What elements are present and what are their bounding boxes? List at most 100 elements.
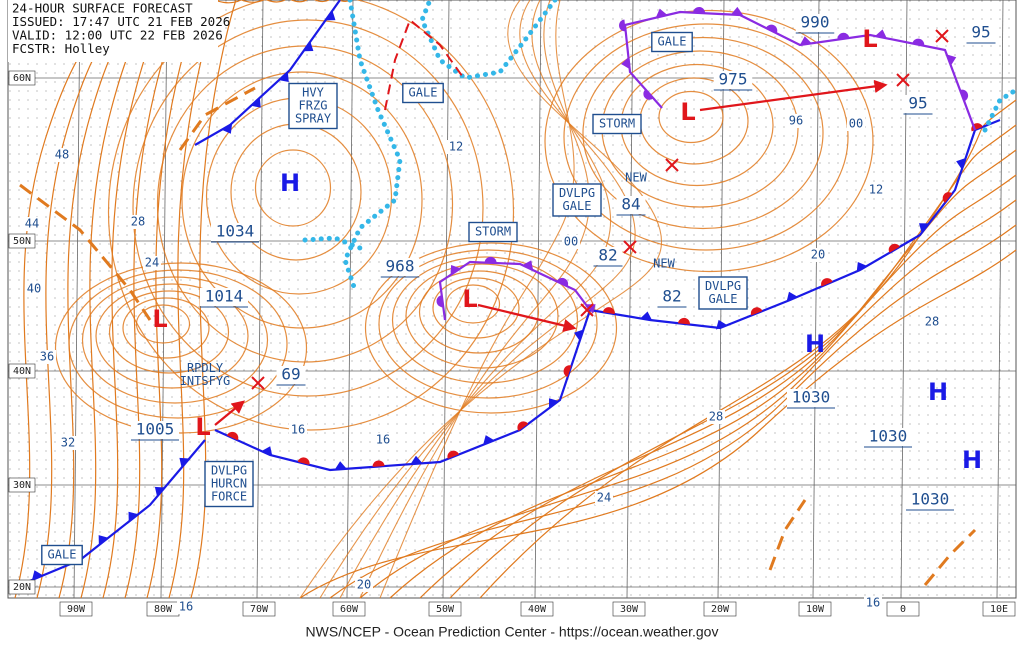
isobar: [419, 149, 1017, 599]
longitude-label: 80W: [154, 604, 173, 615]
trough: [19, 183, 152, 321]
front-semicircle: [372, 460, 385, 467]
isobar: [299, 0, 663, 599]
longitude-label: 0: [900, 604, 906, 615]
front: [589, 118, 1001, 330]
isobar-label-bg: [447, 140, 465, 154]
trough: [923, 528, 977, 586]
front-semicircle: [563, 365, 572, 377]
isobar-label: 44: [25, 217, 39, 231]
front-triangle: [621, 57, 630, 70]
front-triangle: [250, 97, 261, 108]
pressure-value: 1005: [136, 420, 175, 439]
warning-box: [552, 183, 602, 217]
isobar-label: 12: [449, 140, 463, 154]
front-semicircle: [447, 450, 459, 459]
warning-text: GALE: [658, 35, 687, 49]
meridian: [73, 0, 81, 599]
ice-edge: [342, 0, 403, 293]
lon-label-box: [332, 601, 366, 617]
isobar-label-bg: [847, 117, 865, 131]
pressure-center: H: [280, 169, 300, 197]
lon-label-box: [520, 601, 554, 617]
front: [438, 260, 591, 321]
front-triangle: [875, 29, 887, 39]
pressure-value-bg: [200, 288, 248, 306]
front-semicircle: [484, 256, 497, 264]
isobar: [418, 270, 540, 354]
lon-label-box: [982, 601, 1016, 617]
pressure-value: 95: [908, 94, 927, 113]
pressure-value: 1034: [216, 222, 255, 241]
warning-box: [698, 276, 748, 310]
pressure-center: H: [805, 330, 825, 358]
isobar: [544, 9, 874, 273]
lon-label-box: [59, 601, 93, 617]
pressure-value: 69: [281, 365, 300, 384]
warning-text: FRZG: [299, 99, 328, 113]
pressure-value: 975: [719, 70, 748, 89]
isobar-label-bg: [562, 235, 580, 249]
pressure-value: 84: [621, 195, 640, 214]
longitude-label: 90W: [67, 604, 86, 615]
warning-text: GALE: [563, 199, 592, 213]
pressure-value-bg: [795, 14, 835, 32]
meridian: [346, 0, 354, 599]
header-line: VALID: 12:00 UTC 22 FEB 2026: [12, 28, 223, 43]
warning-box: [288, 82, 338, 130]
isobar: [80, 0, 242, 599]
isobar-label-bg: [53, 148, 71, 162]
isobar: [364, 242, 618, 414]
lon-label-box: [886, 601, 920, 617]
pressure-value-bg: [864, 428, 912, 446]
pressure-value: 95: [971, 23, 990, 42]
warning-text: GALE: [409, 86, 438, 100]
warning-box: [204, 460, 254, 508]
latitude-label: 40N: [13, 366, 31, 377]
forecast-position: [623, 240, 637, 254]
isobar-label-bg: [38, 350, 56, 364]
front-triangle: [549, 398, 559, 409]
pressure-value-bg: [903, 95, 933, 113]
label-text: RPDLY: [187, 361, 224, 375]
lat-label-box: [8, 579, 36, 595]
front-triangle: [154, 486, 165, 497]
lon-label-box: [428, 601, 462, 617]
isobar-label: 36: [40, 350, 54, 364]
meridian: [812, 0, 820, 599]
isobar-label-bg: [25, 282, 43, 296]
pressure-value: 968: [386, 257, 415, 276]
isobar: [405, 263, 559, 369]
isobar-label-bg: [143, 256, 161, 270]
front-triangle: [32, 570, 44, 580]
warning-text: HURCN: [211, 477, 247, 491]
isobar: [445, 284, 501, 324]
front-triangle: [716, 319, 728, 330]
isobar-label-bg: [289, 423, 307, 437]
trough: [768, 499, 807, 571]
front-triangle: [786, 291, 798, 302]
front-triangle: [325, 10, 336, 21]
front-triangle: [334, 461, 347, 470]
front-triangle: [410, 455, 423, 465]
front-triangle: [303, 41, 314, 52]
front-semicircle: [643, 89, 654, 100]
isobar: [102, 0, 264, 599]
front-triangle: [278, 72, 289, 82]
meridian: [626, 0, 634, 599]
lat-label-box: [8, 70, 36, 86]
isobar-label-bg: [923, 315, 941, 329]
meridian: [256, 0, 264, 599]
front-semicircle: [677, 317, 690, 325]
isobar-label-bg: [707, 410, 725, 424]
warning-text: STORM: [475, 225, 511, 239]
isobar: [299, 249, 1017, 599]
pressure-value-bg: [616, 196, 646, 214]
front-semicircle: [888, 243, 900, 253]
warning-text: DVLPG: [559, 186, 595, 200]
isobar-label: 16: [376, 433, 390, 447]
longitude-label: 20W: [711, 604, 730, 615]
isobar-label-bg: [23, 217, 41, 231]
isobar: [95, 283, 249, 389]
meridian: [442, 0, 450, 599]
